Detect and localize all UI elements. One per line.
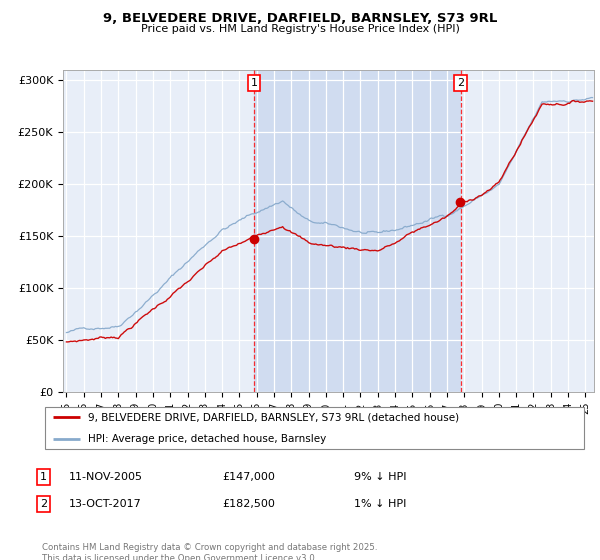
FancyBboxPatch shape bbox=[45, 407, 584, 449]
Text: 9, BELVEDERE DRIVE, DARFIELD, BARNSLEY, S73 9RL: 9, BELVEDERE DRIVE, DARFIELD, BARNSLEY, … bbox=[103, 12, 497, 25]
Text: 1: 1 bbox=[40, 472, 47, 482]
Bar bbox=[254, 70, 461, 392]
Text: £182,500: £182,500 bbox=[222, 499, 275, 509]
Text: 1: 1 bbox=[251, 78, 257, 88]
Text: 2: 2 bbox=[40, 499, 47, 509]
Text: 11-NOV-2005: 11-NOV-2005 bbox=[69, 472, 143, 482]
Text: 9% ↓ HPI: 9% ↓ HPI bbox=[354, 472, 407, 482]
Text: Price paid vs. HM Land Registry's House Price Index (HPI): Price paid vs. HM Land Registry's House … bbox=[140, 24, 460, 34]
Text: £147,000: £147,000 bbox=[222, 472, 275, 482]
Text: 13-OCT-2017: 13-OCT-2017 bbox=[69, 499, 142, 509]
Text: HPI: Average price, detached house, Barnsley: HPI: Average price, detached house, Barn… bbox=[88, 435, 326, 444]
Text: 2: 2 bbox=[457, 78, 464, 88]
Text: 9, BELVEDERE DRIVE, DARFIELD, BARNSLEY, S73 9RL (detached house): 9, BELVEDERE DRIVE, DARFIELD, BARNSLEY, … bbox=[88, 412, 460, 422]
Text: 1% ↓ HPI: 1% ↓ HPI bbox=[354, 499, 406, 509]
Text: Contains HM Land Registry data © Crown copyright and database right 2025.
This d: Contains HM Land Registry data © Crown c… bbox=[42, 543, 377, 560]
